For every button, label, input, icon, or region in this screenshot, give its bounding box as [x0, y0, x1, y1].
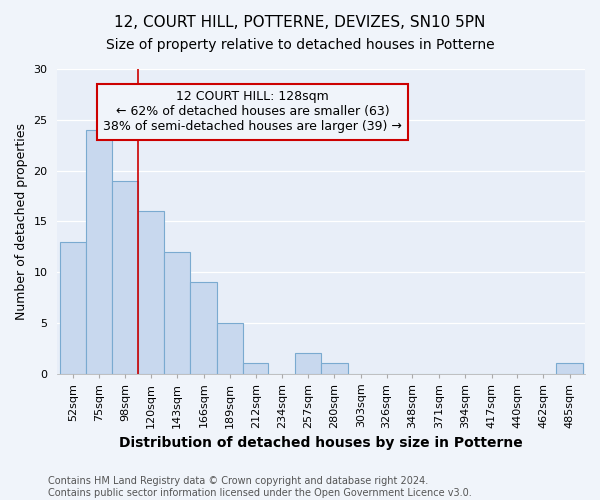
Bar: [164, 252, 190, 374]
Bar: [86, 130, 112, 374]
Bar: [243, 364, 268, 374]
Text: Contains HM Land Registry data © Crown copyright and database right 2024.
Contai: Contains HM Land Registry data © Crown c…: [48, 476, 472, 498]
Text: 12 COURT HILL: 128sqm
← 62% of detached houses are smaller (63)
38% of semi-deta: 12 COURT HILL: 128sqm ← 62% of detached …: [103, 90, 402, 134]
Y-axis label: Number of detached properties: Number of detached properties: [15, 123, 28, 320]
Text: Size of property relative to detached houses in Potterne: Size of property relative to detached ho…: [106, 38, 494, 52]
Bar: [295, 354, 321, 374]
Bar: [217, 323, 243, 374]
Bar: [321, 364, 347, 374]
X-axis label: Distribution of detached houses by size in Potterne: Distribution of detached houses by size …: [119, 436, 523, 450]
Text: 12, COURT HILL, POTTERNE, DEVIZES, SN10 5PN: 12, COURT HILL, POTTERNE, DEVIZES, SN10 …: [115, 15, 485, 30]
Bar: [556, 364, 583, 374]
Bar: [59, 242, 86, 374]
Bar: [137, 211, 164, 374]
Bar: [112, 180, 137, 374]
Bar: [190, 282, 217, 374]
